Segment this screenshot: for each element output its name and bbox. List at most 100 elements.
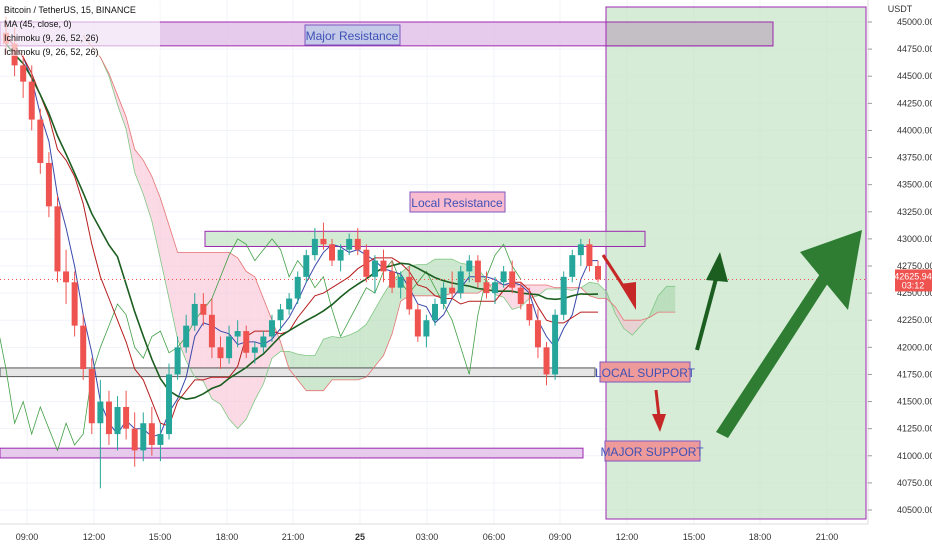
x-tick-label: 03:00 [416, 532, 439, 542]
candle-body [577, 244, 584, 256]
y-tick-label: 45000.00 [897, 17, 932, 27]
y-tick-label: 44000.00 [897, 125, 932, 135]
y-tick-label: 41000.00 [897, 451, 932, 461]
candle-body [457, 271, 464, 294]
cloud-segment [598, 283, 607, 299]
candle-body [543, 347, 550, 375]
price-axis[interactable]: USDT 40500.00 40750.00 41000.00 41250.00 415… [867, 0, 932, 524]
cloud-segment [434, 259, 444, 296]
y-tick-label: 42750.00 [897, 261, 932, 271]
arrow-down-2-head [652, 414, 666, 432]
candle-body [586, 244, 593, 266]
cloud-segment [203, 252, 212, 399]
candle-body [414, 309, 421, 337]
cloud-segment [623, 320, 633, 336]
ichimoku-cloud [83, 35, 676, 429]
cloud-segment [151, 176, 161, 260]
cloud-segment [366, 309, 375, 378]
candle-body [234, 331, 241, 337]
cloud-segment [160, 198, 170, 299]
major-support-label-box [604, 440, 701, 462]
candle-body [466, 260, 473, 272]
x-tick-label: 12:00 [83, 532, 106, 542]
legend-ma: MA (45, close, 0) [4, 19, 72, 29]
zone-overlap [605, 21, 774, 47]
candle-body [157, 434, 164, 445]
y-tick-label: 44500.00 [897, 71, 932, 81]
cloud-segment [134, 149, 144, 195]
candle-body [148, 423, 155, 445]
x-tick-label: 15:00 [149, 532, 172, 542]
candle-body [346, 238, 353, 250]
local-resistance-label: Local Resistance [411, 196, 503, 210]
candle-body [45, 162, 52, 207]
arrow-down-2 [654, 389, 661, 418]
candle-body [560, 276, 567, 315]
cloud-segment [143, 160, 152, 222]
kijun-line [5, 35, 598, 427]
candle-body [243, 331, 250, 353]
candle-body [260, 336, 267, 348]
candle-body [354, 238, 361, 250]
candle-body [595, 266, 601, 280]
candle-body [492, 282, 499, 294]
candle-body [363, 249, 370, 277]
arrows [601, 230, 862, 438]
y-tick-label: 42250.00 [897, 315, 932, 325]
major-resistance-label: Major Resistance [306, 29, 399, 43]
cloud-segment [220, 252, 230, 420]
indicator-lines [0, 35, 868, 452]
candle-body [389, 271, 396, 288]
x-tick-label: 12:00 [616, 532, 639, 542]
candle-body [303, 255, 310, 277]
candle-body [226, 336, 233, 359]
cloud-segment [615, 306, 624, 329]
last-price-badge: 42625.94 03:12 [894, 269, 932, 292]
candle-body [534, 320, 541, 348]
y-tick-label: 41500.00 [897, 397, 932, 407]
tenkan-line [5, 35, 598, 438]
candle-body [174, 347, 181, 375]
moving-average-line [5, 43, 599, 401]
chikou-line [0, 238, 522, 452]
x-tick-label: 21:00 [282, 532, 305, 542]
zone-major-support [0, 447, 584, 459]
arrow-up-small-head [706, 252, 728, 282]
x-tick-label: 21:00 [816, 532, 839, 542]
cloud-segment [392, 272, 401, 334]
candles [3, 16, 601, 489]
x-tick-label: 25 [355, 532, 365, 542]
candle-body [80, 325, 87, 370]
candle-body [449, 287, 456, 294]
candle-body [294, 276, 301, 299]
span-a-line [82, 35, 676, 430]
y-tick-label: 43250.00 [897, 207, 932, 217]
arrow-up-small [695, 274, 719, 351]
zone-local-resistance [204, 230, 646, 247]
arrow-up-big-head [800, 230, 862, 310]
cloud-segment [580, 282, 590, 296]
x-tick-label: 18:00 [216, 532, 239, 542]
candle-body [123, 406, 130, 429]
candle-body [183, 325, 190, 348]
cloud-segment [383, 280, 393, 356]
legend: Bitcoin / TetherUS, 15, BINANCE MA (45, … [0, 2, 160, 57]
candle-body [277, 309, 284, 321]
zone-labels: Major Resistance Local Resistance LOCAL … [304, 24, 704, 462]
last-price-value: 42625.94 [894, 271, 932, 281]
candle-body [500, 271, 507, 283]
x-tick-label: 09:00 [549, 532, 572, 542]
candle-body [54, 206, 61, 272]
candle-body [200, 303, 207, 315]
candle-body [28, 81, 35, 120]
candle-body [337, 249, 344, 261]
y-tick-label: 40750.00 [897, 478, 932, 488]
candle-body [380, 260, 387, 272]
candle-body [217, 347, 224, 359]
cloud-segment [374, 294, 384, 367]
candle-body [208, 314, 215, 348]
candle-body [97, 401, 104, 424]
time-axis[interactable]: 09:00 12:00 15:00 18:00 21:00 25 03:00 06:00 09:… [0, 523, 868, 542]
candle-body [371, 260, 378, 277]
